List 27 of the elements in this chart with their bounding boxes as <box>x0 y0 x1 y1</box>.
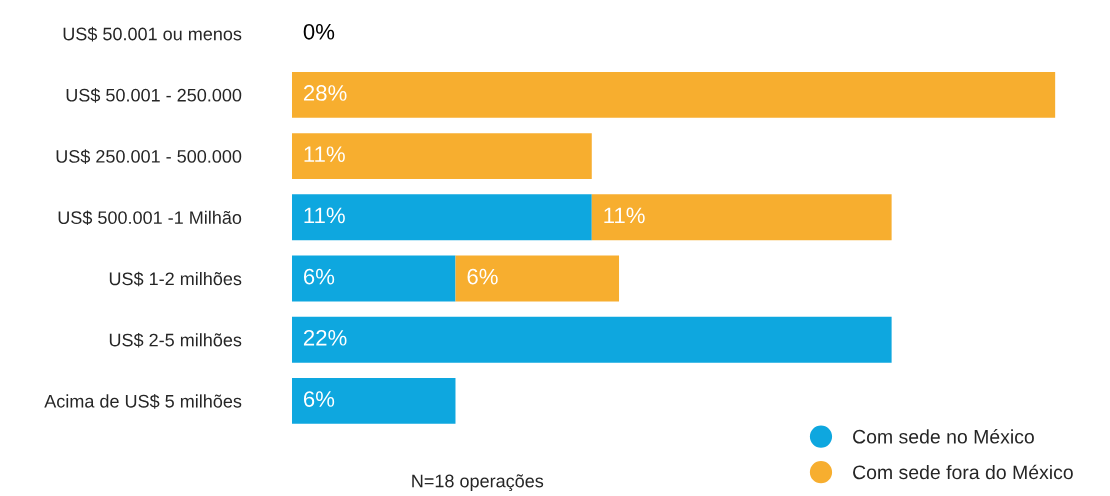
data-label: 0% <box>303 23 335 40</box>
legend-label: Com sede fora do México <box>853 464 1073 480</box>
bar <box>291 377 456 424</box>
bar <box>591 194 892 241</box>
data-label: 6% <box>303 268 335 285</box>
data-label: 22% <box>303 329 347 346</box>
text: N=18 operações <box>412 474 544 492</box>
y-tick-label: Acima de US$ 5 milhões <box>44 394 242 409</box>
y-tick-label: US$ 500.001 -1 Milhão <box>58 210 242 226</box>
bar <box>291 194 592 241</box>
y-tick-label: US$ 2-5 milhões <box>109 332 242 348</box>
y-tick-label: US$ 250.001 - 500.000 <box>56 149 242 164</box>
y-tick-label: US$ 50.001 - 250.000 <box>66 88 242 103</box>
data-label: 28% <box>303 85 347 101</box>
data-label: 11% <box>604 207 645 224</box>
bar <box>291 255 456 302</box>
bar <box>291 316 892 363</box>
legend-label: Com sede no México <box>853 429 1034 444</box>
data-label: 11% <box>304 146 345 162</box>
bar <box>455 255 620 302</box>
data-label: 11% <box>304 207 345 224</box>
data-label: 6% <box>303 391 335 407</box>
y-tick-label: US$ 50.001 ou menos <box>63 26 242 42</box>
data-label: 6% <box>467 268 498 285</box>
bar <box>291 71 1056 118</box>
bar <box>291 133 592 180</box>
y-tick-label: US$ 1-2 milhões <box>109 271 242 287</box>
